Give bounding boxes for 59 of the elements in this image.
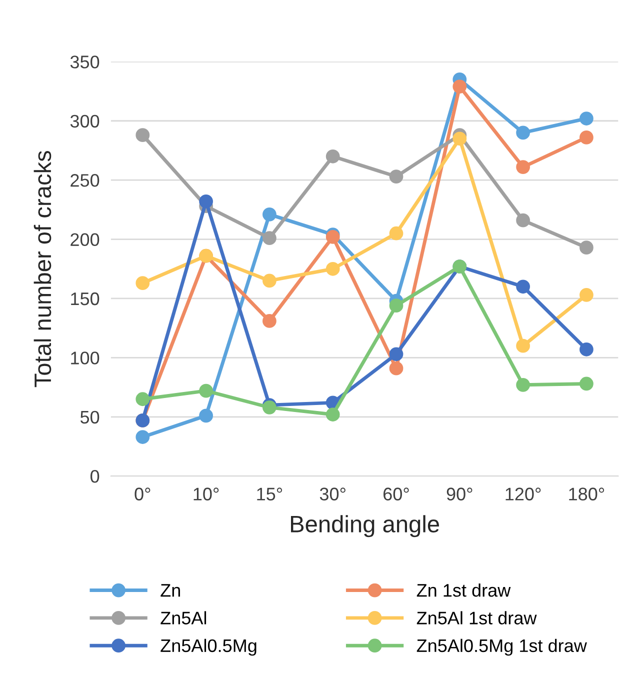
y-tick-label: 100 xyxy=(71,352,100,364)
point xyxy=(516,280,530,294)
point xyxy=(389,226,404,240)
point xyxy=(580,240,594,255)
x-tick-label: 60° xyxy=(384,488,409,500)
point xyxy=(136,276,150,290)
x-tick-label: 30° xyxy=(320,488,346,500)
point xyxy=(389,361,404,376)
point xyxy=(326,262,340,276)
point xyxy=(199,194,213,208)
point xyxy=(516,378,530,392)
y-tick-label: 250 xyxy=(70,174,100,187)
y-axis-title: Total number of cracks xyxy=(34,150,52,388)
x-tick-label: 90° xyxy=(446,488,472,500)
x-tick-label: 0° xyxy=(134,488,150,500)
point xyxy=(580,376,594,391)
point xyxy=(580,112,594,126)
point xyxy=(516,338,530,353)
point xyxy=(326,408,340,422)
point xyxy=(389,347,404,362)
point xyxy=(580,288,594,302)
y-tick-label: 200 xyxy=(70,233,100,246)
point xyxy=(452,132,467,146)
point xyxy=(516,126,530,140)
y-tick-label: 50 xyxy=(80,410,100,424)
x-axis-title: Bending angle xyxy=(291,515,439,538)
x-tick-label: 120° xyxy=(506,488,541,500)
point xyxy=(389,298,404,313)
point xyxy=(136,128,150,142)
legend-label: Zn5Al0.5Mg xyxy=(160,638,256,656)
point xyxy=(199,384,213,398)
point xyxy=(136,392,150,406)
y-tick-label: 350 xyxy=(70,56,100,68)
point xyxy=(516,213,530,228)
point xyxy=(262,314,276,328)
point xyxy=(326,230,340,244)
point xyxy=(580,342,594,356)
legend-label: Zn xyxy=(160,584,180,597)
y-tick-label: 150 xyxy=(71,292,100,306)
point xyxy=(136,430,150,444)
point xyxy=(262,400,276,414)
point xyxy=(452,80,467,94)
point xyxy=(580,130,594,144)
point xyxy=(389,170,404,184)
point xyxy=(262,231,276,246)
legend-label: Zn5Al0.5Mg 1st draw xyxy=(416,638,587,656)
point xyxy=(516,160,530,174)
legend-label: Zn5Al 1st draw xyxy=(416,611,537,624)
x-tick-label: 180° xyxy=(569,488,604,500)
y-tick-label: 300 xyxy=(70,114,100,128)
y-tick-label: 0 xyxy=(90,470,100,483)
x-tick-label: 10° xyxy=(194,488,219,500)
point xyxy=(199,408,213,423)
point xyxy=(262,207,276,222)
legend-label: Zn 1st draw xyxy=(416,584,511,597)
x-tick-label: 15° xyxy=(257,488,282,500)
legend-label: Zn5Al xyxy=(160,611,206,624)
point xyxy=(262,274,276,288)
point xyxy=(326,149,340,164)
